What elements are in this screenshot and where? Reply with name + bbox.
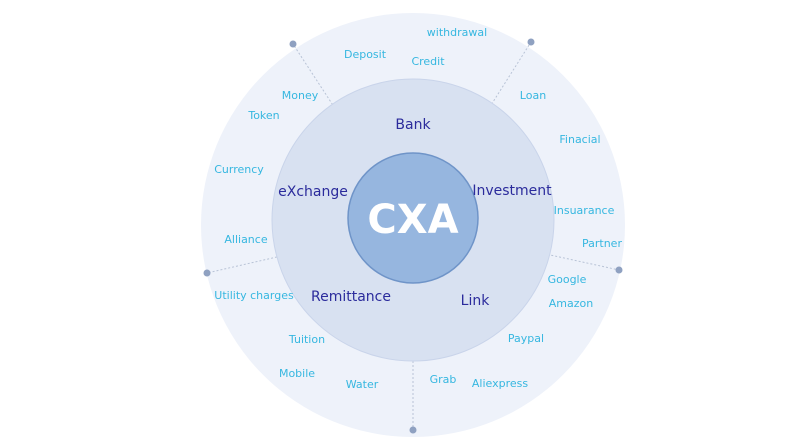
outer-item-grab: Grab: [430, 373, 457, 386]
outer-item-loan: Loan: [520, 89, 546, 102]
outer-item-money: Money: [282, 89, 319, 102]
outer-item-deposit: Deposit: [344, 48, 387, 61]
outer-item-water: Water: [346, 378, 379, 391]
outer-item-alliance: Alliance: [224, 233, 267, 246]
sector-label-investment: Investment: [472, 183, 552, 199]
divider-marker: [527, 38, 535, 46]
divider-marker: [615, 266, 623, 274]
sector-label-link: Link: [461, 293, 491, 309]
outer-item-partner: Partner: [582, 237, 622, 250]
outer-item-tuition: Tuition: [288, 333, 325, 346]
outer-item-amazon: Amazon: [549, 297, 593, 310]
outer-item-finacial: Finacial: [559, 133, 600, 146]
outer-item-mobile: Mobile: [279, 367, 315, 380]
outer-item-token: Token: [247, 109, 279, 122]
divider-marker: [203, 269, 211, 277]
outer-item-withdrawal: withdrawal: [427, 26, 487, 39]
outer-item-currency: Currency: [214, 163, 264, 176]
sector-label-remittance: Remittance: [311, 289, 391, 305]
divider-marker: [289, 40, 297, 48]
outer-item-utility-charges: Utility charges: [214, 289, 294, 302]
outer-item-paypal: Paypal: [508, 332, 544, 345]
outer-item-credit: Credit: [411, 55, 445, 68]
center-label: CXA: [367, 197, 458, 243]
outer-item-insuarance: Insuarance: [554, 204, 615, 217]
sector-label-exchange: eXchange: [278, 184, 348, 200]
sector-label-bank: Bank: [395, 117, 431, 133]
divider-marker: [409, 426, 417, 434]
outer-item-aliexpress: Aliexpress: [472, 377, 528, 390]
core-circle: [347, 152, 479, 284]
outer-item-google: Google: [548, 273, 587, 286]
